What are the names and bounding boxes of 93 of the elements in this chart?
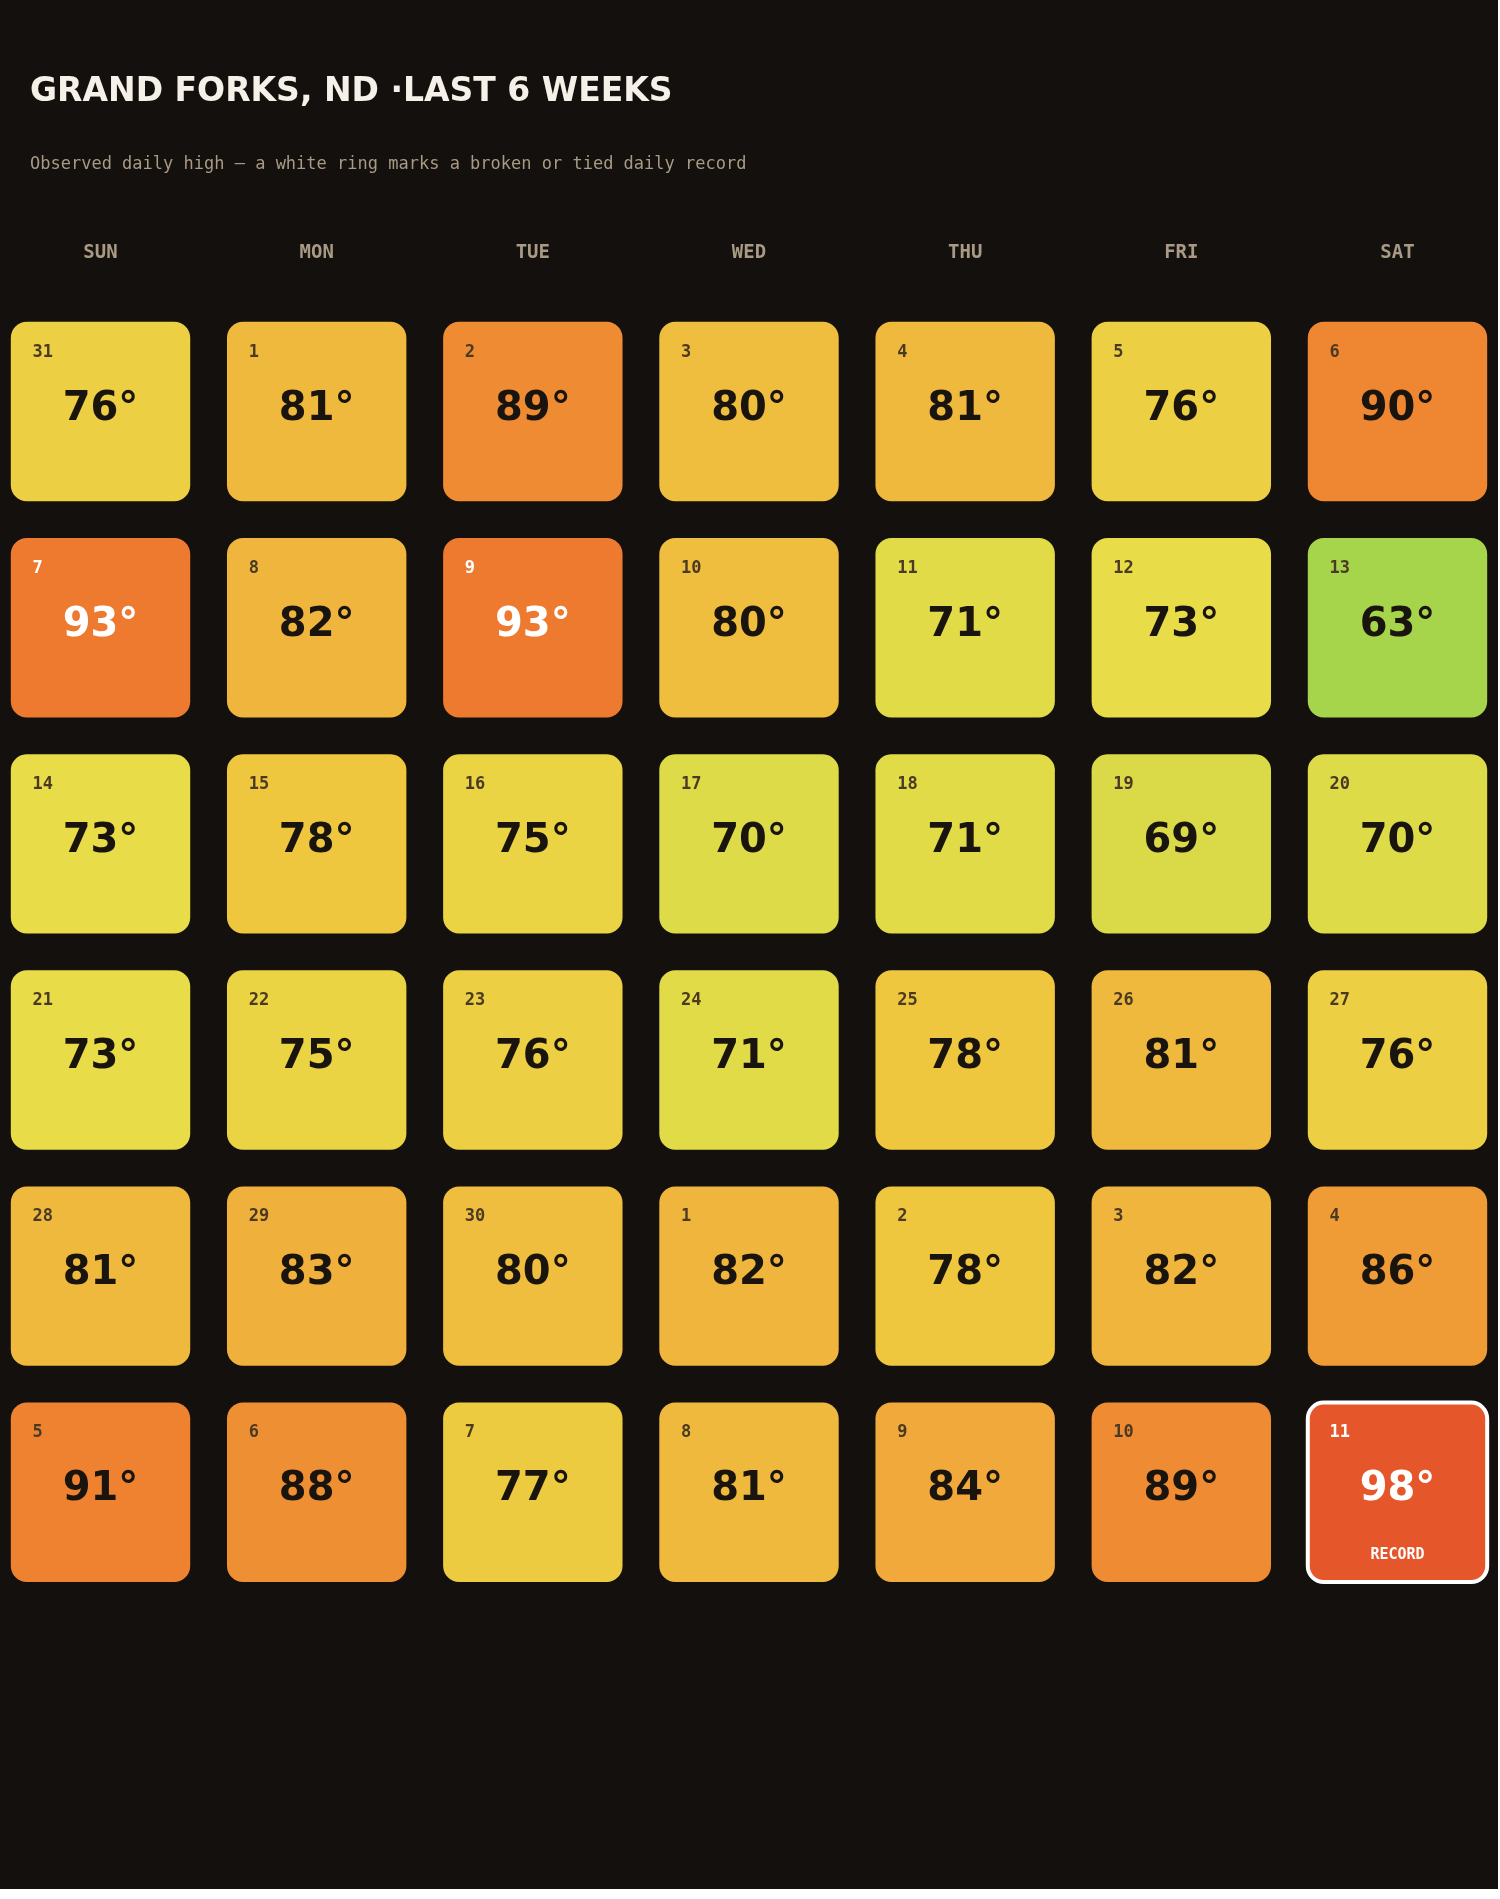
data-label: 80° (711, 382, 787, 429)
data-label: 70° (1359, 814, 1436, 861)
data-label: 75° (495, 814, 571, 861)
data-label: 73° (62, 1031, 139, 1077)
data-label: 71° (927, 598, 1003, 645)
annotation: 7 (32, 556, 43, 577)
data-label: 82° (1143, 1247, 1220, 1294)
annotation: 2 (897, 1205, 908, 1226)
annotation: 24 (681, 989, 702, 1009)
x-tick-label: WED (731, 239, 767, 262)
data-label: 77° (495, 1463, 571, 1510)
annotation: 22 (248, 989, 270, 1009)
annotation: 6 (1329, 340, 1340, 361)
data-label: 90° (1359, 382, 1436, 429)
data-label: 81° (711, 1463, 787, 1510)
data-label: 81° (278, 382, 355, 429)
data-label: 84° (927, 1463, 1003, 1510)
annotation: 5 (32, 1421, 43, 1442)
annotation: 21 (32, 989, 53, 1009)
x-tick-label: FRI (1164, 239, 1199, 262)
data-label: 76° (1359, 1031, 1436, 1077)
annotation: 4 (897, 340, 908, 361)
annotation: 9 (464, 556, 476, 577)
annotation: 20 (1329, 772, 1350, 793)
annotation: 3 (681, 340, 692, 361)
data-label: 89° (495, 382, 571, 429)
data-label: 63° (1359, 598, 1436, 645)
data-label: 81° (1143, 1031, 1220, 1077)
annotation: 7 (464, 1421, 476, 1442)
data-label: 75° (278, 1031, 355, 1077)
data-label: 73° (1143, 598, 1220, 645)
data-label: 69° (1143, 814, 1220, 861)
x-tick-label: MON (299, 239, 334, 262)
data-label: 78° (927, 1247, 1003, 1294)
data-label: 93° (495, 598, 571, 645)
annotation: 3 (1113, 1205, 1124, 1226)
x-tick-label: THU (948, 239, 983, 262)
annotation: 16 (464, 772, 486, 793)
data-label: 82° (278, 598, 355, 645)
data-label: 76° (495, 1031, 571, 1077)
annotation: 23 (464, 989, 486, 1009)
data-label: 82° (711, 1247, 787, 1294)
data-label: 88° (278, 1463, 355, 1510)
data-label: 81° (927, 382, 1003, 429)
annotation: 26 (1113, 989, 1134, 1009)
data-label: 80° (495, 1247, 571, 1294)
annotation: 31 (32, 340, 53, 361)
data-label: 81° (62, 1247, 139, 1294)
annotation: 8 (248, 556, 259, 577)
annotation: 18 (897, 772, 918, 793)
data-label: 86° (1359, 1247, 1436, 1294)
x-tick-label: SAT (1380, 239, 1415, 262)
data-label: 91° (62, 1463, 139, 1510)
data-label: 76° (1143, 382, 1220, 429)
annotation: 10 (1113, 1421, 1134, 1442)
annotation: 15 (248, 772, 270, 793)
x-tick-label: TUE (515, 239, 550, 262)
annotation: 27 (1329, 989, 1350, 1009)
data-label: 93° (62, 598, 139, 645)
data-label: 70° (711, 814, 787, 861)
annotation: 13 (1329, 556, 1350, 577)
annotation: 12 (1113, 556, 1134, 577)
annotation: 4 (1329, 1205, 1340, 1226)
data-label: 76° (62, 382, 139, 429)
annotation: 9 (897, 1421, 908, 1442)
annotation: 25 (897, 989, 918, 1009)
annotation: 30 (464, 1205, 486, 1226)
annotation: 14 (32, 772, 53, 793)
data-label: 89° (1143, 1463, 1220, 1510)
chart-subtitle: Observed daily high — a white ring marks a broken or tied daily record (30, 153, 747, 173)
annotation: 17 (681, 772, 702, 793)
annotation: 19 (1113, 772, 1134, 793)
data-label: 73° (62, 814, 139, 861)
annotation: 10 (681, 556, 702, 577)
annotation: 11 (1329, 1421, 1350, 1442)
annotation: 8 (681, 1421, 692, 1442)
data-label: 71° (927, 814, 1003, 861)
data-label: 80° (711, 598, 787, 645)
annotation: 6 (248, 1421, 259, 1442)
annotation: 1 (248, 340, 259, 361)
x-tick-label: SUN (83, 239, 118, 262)
data-label: 78° (278, 814, 355, 861)
annotation: 5 (1113, 340, 1124, 361)
annotation: 2 (464, 340, 476, 361)
data-label: 98° RECORD (1359, 1463, 1436, 1564)
annotation: 28 (32, 1205, 53, 1226)
annotation: 29 (248, 1205, 270, 1226)
data-label: 83° (278, 1247, 355, 1294)
data-label: 78° (927, 1031, 1003, 1077)
annotation: 11 (897, 556, 918, 577)
data-label: 71° (711, 1031, 787, 1077)
chart-title: GRAND FORKS, ND ·LAST 6 WEEKS (30, 70, 673, 109)
annotation: 1 (681, 1205, 692, 1226)
